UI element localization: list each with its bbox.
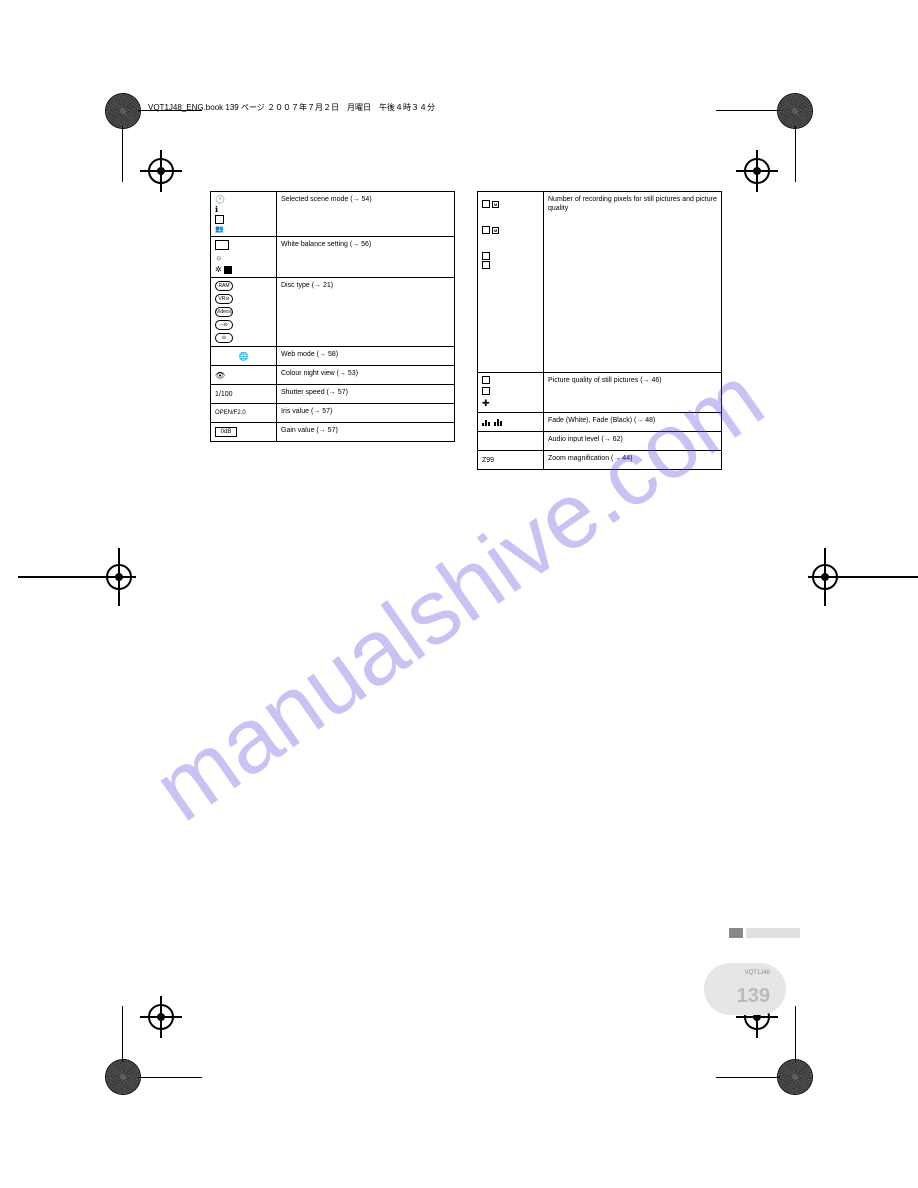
desc-cell: Gain value (→ 57) (277, 423, 454, 441)
crop-mark-icon (108, 1002, 198, 1092)
quality-icon (482, 376, 490, 384)
fade-white-icon (482, 419, 490, 426)
sun-icon: ☼ (215, 253, 222, 262)
crop-mark-icon (720, 1002, 810, 1092)
page-marker (729, 928, 800, 938)
disc-ram-icon: RAM (215, 281, 233, 291)
table-row: 1/100 Shutter speed (→ 57) (211, 384, 454, 403)
desc-cell: Iris value (→ 57) (277, 404, 454, 422)
table-row: RAM VR⊝ Video⊝ ─⊝ ⊝ Disc type (→ 21) (211, 277, 454, 346)
size-icon (482, 252, 490, 260)
bulb-icon: ✲ (215, 265, 222, 274)
icon-cell: RAM VR⊝ Video⊝ ─⊝ ⊝ (211, 278, 277, 346)
icon-cell: M M (478, 192, 544, 372)
crop-mark-icon (720, 96, 810, 186)
table-row: M M Number of recording pixels for still… (478, 192, 721, 372)
size-icon (482, 200, 490, 208)
scene-icon: 👥 (215, 225, 225, 233)
fade-black-icon (494, 419, 502, 426)
desc-cell: Audio input level (→ 62) (544, 432, 721, 450)
scene-icon: 🕐 (215, 195, 225, 204)
indicators-table-right: M M Number of recording pixels for still… (477, 191, 722, 470)
icon-cell: 🌐 (211, 347, 277, 365)
desc-cell: Disc type (→ 21) (277, 278, 454, 346)
icon-cell (478, 413, 544, 431)
desc-cell: Fade (White), Fade (Black) (→ 48) (544, 413, 721, 431)
disc-video-icon: Video⊝ (215, 307, 233, 317)
table-row: OPEN/F2.0 Iris value (→ 57) (211, 403, 454, 422)
table-row: ☼ ✲ White balance setting (→ 56) (211, 236, 454, 277)
disc-r-icon: ⊝ (215, 333, 233, 343)
label-cell: 0dB (211, 423, 277, 441)
web-icon: 🌐 (239, 352, 249, 361)
crop-mark-icon (108, 96, 198, 186)
desc-cell: Colour night view (→ 53) (277, 366, 454, 384)
label-cell: Z99 (478, 451, 544, 469)
icon-cell: ☼ ✲ (211, 237, 277, 277)
icon-cell: ✚ (478, 373, 544, 412)
desc-cell: Picture quality of still pictures (→ 46) (544, 373, 721, 412)
disc-vr-icon: VR⊝ (215, 294, 233, 304)
desc-cell: Selected scene mode (→ 54) (277, 192, 454, 236)
gain-icon: 0dB (215, 427, 237, 437)
icon-cell (478, 432, 544, 450)
page-doc-label: VQT1J48 (745, 970, 770, 976)
size-icon (482, 261, 490, 269)
icon-cell: 👁 (211, 366, 277, 384)
desc-cell: Number of recording pixels for still pic… (544, 192, 721, 372)
scene-icon: ℹ (215, 205, 225, 214)
scene-icon (215, 215, 224, 224)
page-number: 139 (737, 985, 770, 1008)
table-row: 🕐 ℹ 👥 Selected scene mode (→ 54) (211, 192, 454, 236)
table-row: ✚ Picture quality of still pictures (→ 4… (478, 372, 721, 412)
icon-cell: 🕐 ℹ 👥 (211, 192, 277, 236)
table-row: Fade (White), Fade (Black) (→ 48) (478, 412, 721, 431)
table-row: Audio input level (→ 62) (478, 431, 721, 450)
indicators-table-left: 🕐 ℹ 👥 Selected scene mode (→ 54) ☼ ✲ Whi… (210, 191, 455, 442)
disc-rw-icon: ─⊝ (215, 320, 233, 330)
m-icon: M (492, 201, 499, 208)
plus-icon: ✚ (482, 398, 490, 409)
table-row: Z99 Zoom magnification (→ 44) (478, 450, 721, 469)
desc-cell: Shutter speed (→ 57) (277, 385, 454, 403)
label-cell: 1/100 (211, 385, 277, 403)
label-cell: OPEN/F2.0 (211, 404, 277, 422)
awb-icon (215, 240, 229, 250)
quality-icon (482, 387, 490, 395)
table-row: 👁 Colour night view (→ 53) (211, 365, 454, 384)
size-icon (482, 226, 490, 234)
m-icon: M (492, 227, 499, 234)
table-row: 🌐 Web mode (→ 58) (211, 346, 454, 365)
table-row: 0dB Gain value (→ 57) (211, 422, 454, 441)
mode-icon (224, 266, 232, 274)
eye-icon: 👁 (215, 371, 225, 380)
desc-cell: Zoom magnification (→ 44) (544, 451, 721, 469)
desc-cell: White balance setting (→ 56) (277, 237, 454, 277)
desc-cell: Web mode (→ 58) (277, 347, 454, 365)
